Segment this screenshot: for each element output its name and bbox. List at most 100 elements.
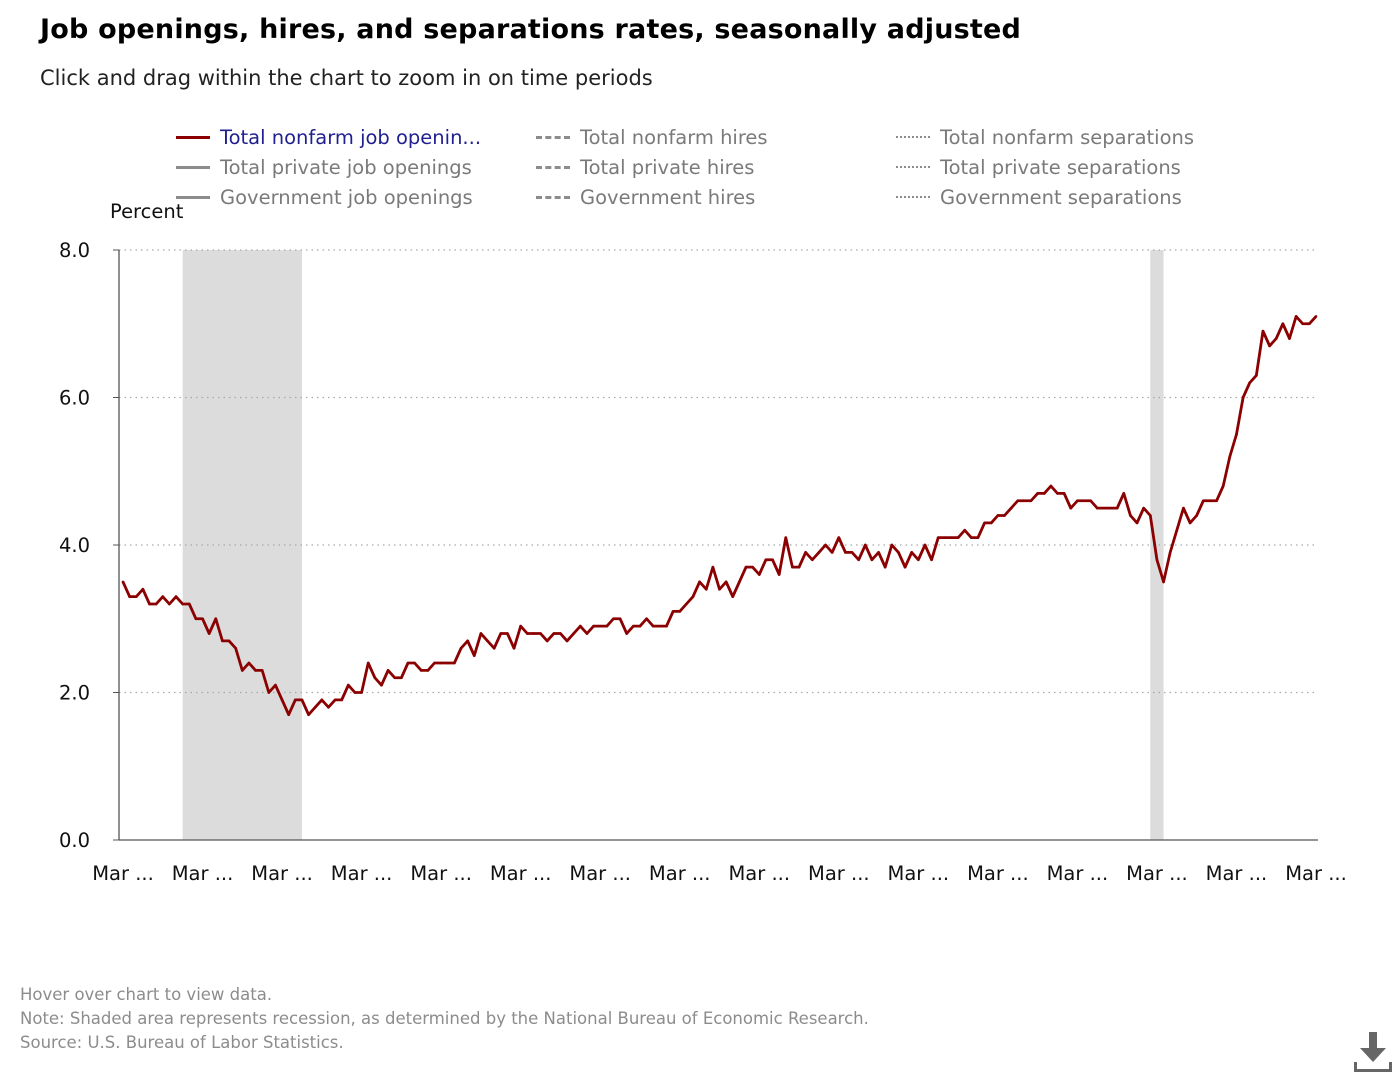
data-point [930,558,933,562]
legend-item[interactable]: Government job openings [176,182,473,212]
data-point [1314,315,1318,318]
data-point [1062,492,1066,495]
legend-item[interactable]: Total private separations [896,152,1181,182]
data-point [366,661,370,665]
data-point [386,669,390,672]
legend-swatch [176,135,210,139]
legend-item[interactable]: Government separations [896,182,1182,212]
data-point [704,587,708,591]
data-point [134,595,138,598]
data-point [307,713,310,716]
source-note: Source: U.S. Bureau of Labor Statistics. [20,1033,344,1052]
x-tick-label: Mar ... [1126,862,1188,885]
data-point [1069,506,1073,510]
data-point [247,661,251,665]
data-point [274,683,277,687]
data-point [360,691,363,694]
data-point [1122,492,1126,495]
data-point [976,536,980,539]
data-point [141,587,145,591]
y-axis-label: Percent [110,200,184,223]
data-point [996,514,1000,517]
data-point [1182,506,1185,510]
data-point [1221,484,1225,488]
data-point [612,617,615,621]
chart-notes: Hover over chart to view data. Note: Sha… [20,983,869,1055]
data-point [1175,528,1179,532]
data-point [970,536,973,539]
data-point [201,617,204,621]
data-point [830,551,834,554]
data-point [764,558,768,562]
legend-swatch [536,195,570,199]
data-point [353,691,357,694]
data-point [413,661,416,665]
data-point [1235,433,1238,436]
data-point [340,698,344,702]
y-tick-label: 4.0 [59,534,90,557]
x-tick-label: Mar ... [888,862,950,885]
data-point [148,602,151,606]
data-point [1003,514,1006,517]
data-point [1308,322,1311,326]
data-point [804,551,807,554]
recession-band [1150,250,1164,840]
legend-item[interactable]: Government hires [536,182,755,212]
data-point [1023,499,1026,503]
data-point [910,551,914,554]
data-point [1149,514,1152,517]
x-tick-label: Mar ... [410,862,472,885]
data-point [605,624,609,628]
x-tick-label: Mar ... [649,862,711,885]
data-point [1056,492,1059,495]
legend-item[interactable]: Total nonfarm separations [896,122,1194,152]
data-point [1301,322,1305,326]
legend-swatch [896,196,930,198]
data-point [1241,396,1245,399]
data-point [989,521,993,525]
data-point [1188,521,1192,525]
data-point [698,580,701,584]
data-point [419,669,423,672]
x-tick-label: Mar ... [251,862,313,885]
data-point [280,698,284,702]
y-tick-label: 0.0 [59,829,90,852]
x-tick-label: Mar ... [92,862,154,885]
data-point [559,632,562,635]
legend-item[interactable]: Total nonfarm job openin... [176,122,481,152]
data-point [1036,492,1039,495]
data-point [506,632,509,635]
legend-item[interactable]: Total private job openings [176,152,472,182]
data-point [1288,337,1291,340]
legend-item[interactable]: Total nonfarm hires [536,122,768,152]
data-point [1274,337,1278,340]
legend-item[interactable]: Total private hires [536,152,754,182]
download-button[interactable] [1352,1030,1394,1074]
data-point [161,595,165,598]
data-point [1215,499,1218,503]
data-point [545,639,549,643]
data-point [459,646,463,650]
legend-swatch [896,136,930,138]
data-point [691,595,695,598]
data-point [128,595,131,598]
data-point [983,521,986,525]
data-point [1115,506,1119,510]
data-point [870,558,874,562]
data-point [400,676,403,680]
legend-swatch [896,166,930,168]
data-point [519,624,522,628]
data-point [1155,558,1159,562]
data-point [207,632,211,635]
data-point [187,602,191,606]
data-point [433,661,436,665]
legend-label: Total nonfarm separations [940,125,1195,149]
data-point [943,536,947,539]
data-point [817,551,821,554]
x-tick-label: Mar ... [728,862,790,885]
data-point [864,543,867,547]
data-point [1042,492,1046,495]
data-point [1248,381,1252,385]
data-point [844,551,847,554]
